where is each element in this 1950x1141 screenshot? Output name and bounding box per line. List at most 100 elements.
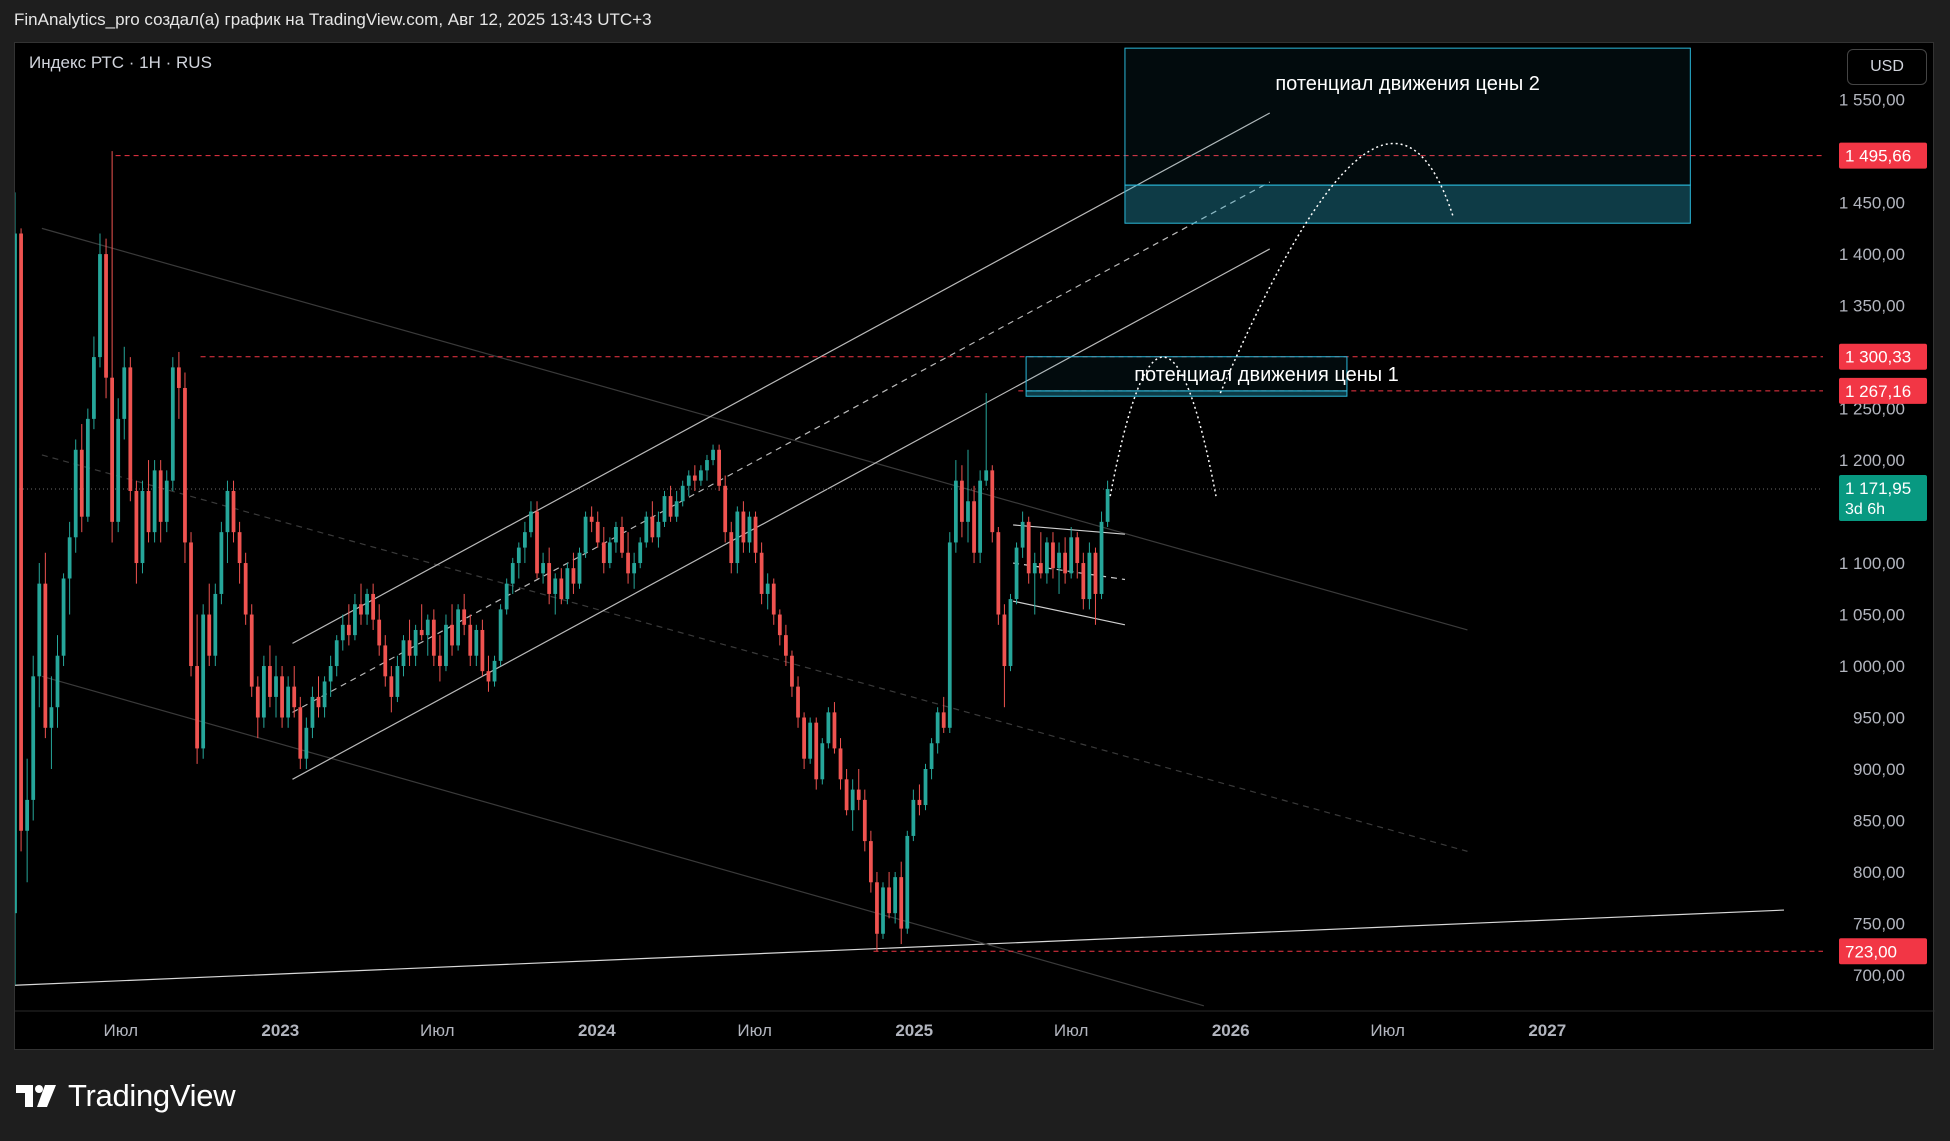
candle-body <box>486 671 491 682</box>
candle-body <box>844 779 849 811</box>
candle-body <box>1105 488 1110 522</box>
candle-body <box>480 629 485 672</box>
candle-body <box>183 387 187 543</box>
candle-body <box>838 748 843 780</box>
candle-body <box>419 629 424 636</box>
candle-body <box>37 583 42 677</box>
candle-body <box>899 877 904 929</box>
candle-body <box>340 624 345 641</box>
candle-body <box>170 367 175 481</box>
candle-body <box>425 619 430 636</box>
candle-body <box>298 707 303 759</box>
candle-body <box>650 516 655 538</box>
currency-button[interactable]: USD <box>1847 49 1927 85</box>
candle-body <box>692 475 697 481</box>
y-tick-label: 1 050,00 <box>1839 606 1905 625</box>
y-tick-label: 1 200,00 <box>1839 451 1905 470</box>
price-label-box <box>1839 474 1927 521</box>
x-tick-label: Июл <box>104 1021 139 1040</box>
candle-body <box>261 666 266 718</box>
candle-body <box>219 532 224 594</box>
candle-body <box>110 377 115 522</box>
candle-body <box>395 666 400 697</box>
candle-body <box>626 552 630 574</box>
candle-body <box>316 696 321 708</box>
y-tick-label: 1 100,00 <box>1839 554 1905 573</box>
symbol-label: Индекс РТС · 1Н · RUS <box>29 53 212 72</box>
y-tick-label: 750,00 <box>1853 914 1905 933</box>
candle-body <box>826 712 831 744</box>
candle-body <box>1038 563 1043 574</box>
candle-body <box>784 635 788 656</box>
publication-caption: FinAnalytics_pro создал(а) график на Tra… <box>14 10 652 29</box>
candle-body <box>450 624 454 646</box>
candle-body <box>98 254 102 358</box>
candle-body <box>705 460 709 471</box>
candle-body <box>322 681 327 708</box>
candle-body <box>304 727 309 759</box>
candle-body <box>741 511 746 543</box>
candle-body <box>1051 542 1055 569</box>
candle-body <box>310 696 315 728</box>
tradingview-logo-icon <box>16 1085 56 1107</box>
candle-body <box>638 542 643 564</box>
price-label-box <box>1839 938 1927 965</box>
candle-body <box>1093 552 1098 594</box>
price-label-box <box>1839 142 1927 169</box>
candle-body <box>1014 547 1019 600</box>
candle-body <box>140 490 145 564</box>
candle-body <box>280 676 284 718</box>
candle-body <box>146 490 151 533</box>
target-zone-box <box>1124 47 1691 186</box>
x-tick-label: 2027 <box>1528 1021 1566 1040</box>
candle-body <box>444 624 448 667</box>
candle-body <box>686 475 691 486</box>
candle-body <box>856 789 861 800</box>
candle-body <box>128 367 133 491</box>
candle-body <box>1032 563 1037 574</box>
y-tick-label: 800,00 <box>1853 863 1905 882</box>
candle-body <box>984 470 989 481</box>
candle-body <box>887 887 891 914</box>
candle-body <box>699 470 703 481</box>
candle-body <box>413 629 418 656</box>
x-tick-label: Июл <box>1370 1021 1405 1040</box>
candle-body <box>990 470 995 533</box>
candle-body <box>328 666 333 682</box>
candle-body <box>92 357 96 419</box>
candle-body <box>1020 521 1025 548</box>
trend-line <box>1012 600 1126 626</box>
candle-body <box>292 686 297 708</box>
candle-body <box>796 686 800 718</box>
candle-body <box>377 619 382 646</box>
candle-body <box>243 563 248 615</box>
candle-body <box>516 547 521 564</box>
candle-body <box>73 449 78 538</box>
trend-line <box>41 454 1468 852</box>
price-labels-layer: 1 495,66 1 300,33 1 267,16 1 171,95 3d 6h 723… <box>1839 142 1927 965</box>
y-tick-label: 700,00 <box>1853 966 1905 985</box>
candle-body <box>383 645 388 677</box>
chart-panel[interactable]: потенциал движения цены 1 потенциал движе… <box>14 42 1935 1051</box>
zones-layer: потенциал движения цены 1 потенциал движе… <box>1025 47 1691 497</box>
drawings-layer <box>15 112 1785 1007</box>
axes-layer: 700,00 750,00 800,00 850,00 900,00 950,00 1 00… <box>15 91 1935 1040</box>
candle-body <box>668 496 673 517</box>
tradingview-logo[interactable]: TradingView <box>16 1078 236 1114</box>
candle-body <box>371 593 376 620</box>
candle-body <box>67 537 72 579</box>
candle-body <box>231 490 236 533</box>
target-zone-label: потенциал движения цены 2 <box>1275 73 1540 95</box>
candle-body <box>929 743 934 769</box>
candle-body <box>717 449 722 486</box>
candle-body <box>523 532 527 548</box>
price-chart[interactable]: потенциал движения цены 1 потенциал движе… <box>15 43 1935 1051</box>
candle-body <box>911 799 916 836</box>
candle-body <box>268 666 272 697</box>
candle-body <box>595 521 600 543</box>
y-tick-label: 1 250,00 <box>1839 400 1905 419</box>
candle-body <box>601 542 606 564</box>
candle-body <box>978 480 983 553</box>
candle-body <box>31 676 36 800</box>
candle-body <box>274 676 278 697</box>
